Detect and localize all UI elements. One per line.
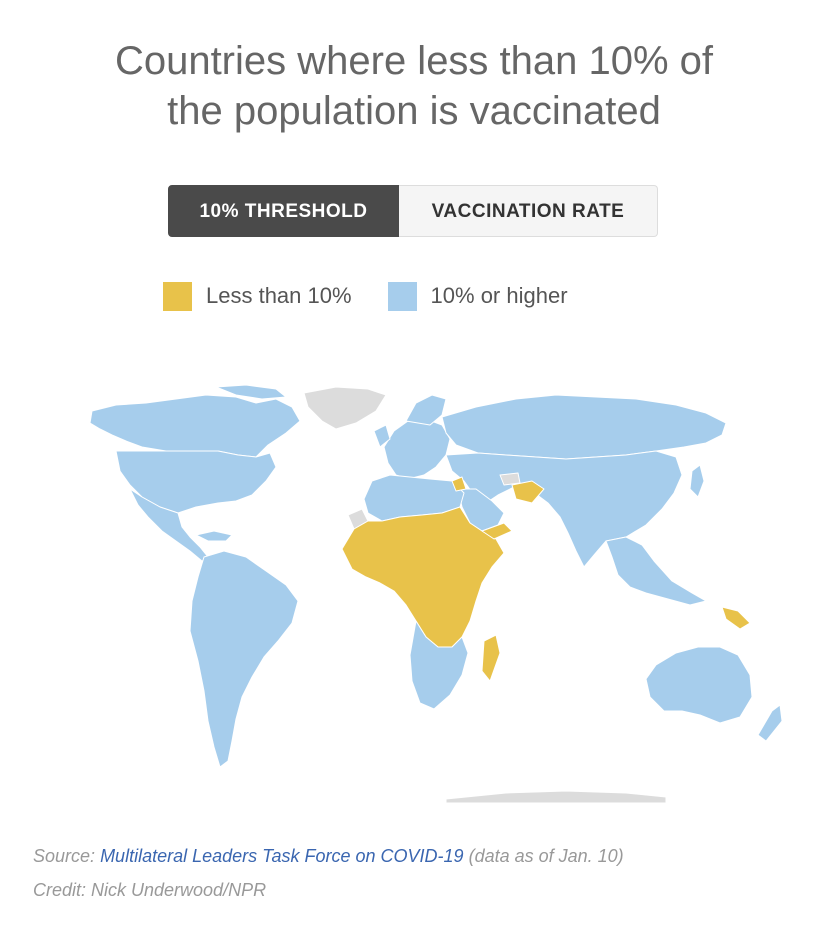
region-madagascar bbox=[481, 634, 501, 682]
map-title: Countries where less than 10% of the pop… bbox=[0, 36, 828, 136]
source-note: Source: Multilateral Leaders Task Force … bbox=[33, 846, 624, 867]
title-line-2: the population is vaccinated bbox=[167, 89, 661, 133]
region-canada-alaska bbox=[89, 394, 301, 458]
view-toggle: 10% THRESHOLD VACCINATION RATE bbox=[168, 185, 658, 237]
map-legend: Less than 10% 10% or higher bbox=[163, 281, 604, 311]
region-japan bbox=[689, 464, 705, 498]
region-antarctica bbox=[445, 790, 667, 804]
legend-label-10-or-higher: 10% or higher bbox=[430, 283, 568, 308]
source-prefix: Source: bbox=[33, 846, 96, 866]
region-southern-africa bbox=[409, 620, 469, 710]
region-afghanistan bbox=[511, 480, 545, 504]
legend-item-10-or-higher: 10% or higher bbox=[387, 281, 568, 311]
region-australia bbox=[645, 646, 753, 724]
region-uk-ireland bbox=[373, 424, 391, 448]
region-russia bbox=[441, 394, 727, 460]
legend-label-less-than-10: Less than 10% bbox=[206, 283, 352, 308]
tab-10-percent-threshold[interactable]: 10% THRESHOLD bbox=[168, 185, 399, 237]
legend-item-less-than-10: Less than 10% bbox=[163, 281, 352, 311]
region-arctic-islands bbox=[215, 385, 287, 400]
legend-swatch-yellow bbox=[163, 281, 192, 311]
region-papua-new-guinea bbox=[721, 606, 751, 630]
region-greenland bbox=[303, 386, 387, 430]
region-scandinavia bbox=[405, 394, 447, 426]
source-link[interactable]: Multilateral Leaders Task Force on COVID… bbox=[100, 846, 464, 866]
credit-note: Credit: Nick Underwood/NPR bbox=[33, 880, 267, 900]
tab-vaccination-rate[interactable]: VACCINATION RATE bbox=[399, 185, 658, 237]
legend-swatch-blue bbox=[387, 281, 417, 311]
region-yemen bbox=[481, 522, 513, 540]
region-caribbean bbox=[195, 530, 233, 542]
source-suffix: (data as of Jan. 10) bbox=[468, 846, 624, 866]
region-europe bbox=[383, 418, 451, 480]
region-new-zealand bbox=[757, 704, 783, 742]
region-turkmenistan bbox=[499, 472, 521, 486]
region-south-america bbox=[189, 550, 299, 768]
region-southeast-asia bbox=[605, 536, 707, 606]
region-sub-saharan-africa bbox=[341, 506, 505, 648]
world-map bbox=[89, 385, 783, 804]
title-line-1: Countries where less than 10% of bbox=[114, 39, 714, 83]
region-syria bbox=[451, 476, 467, 492]
